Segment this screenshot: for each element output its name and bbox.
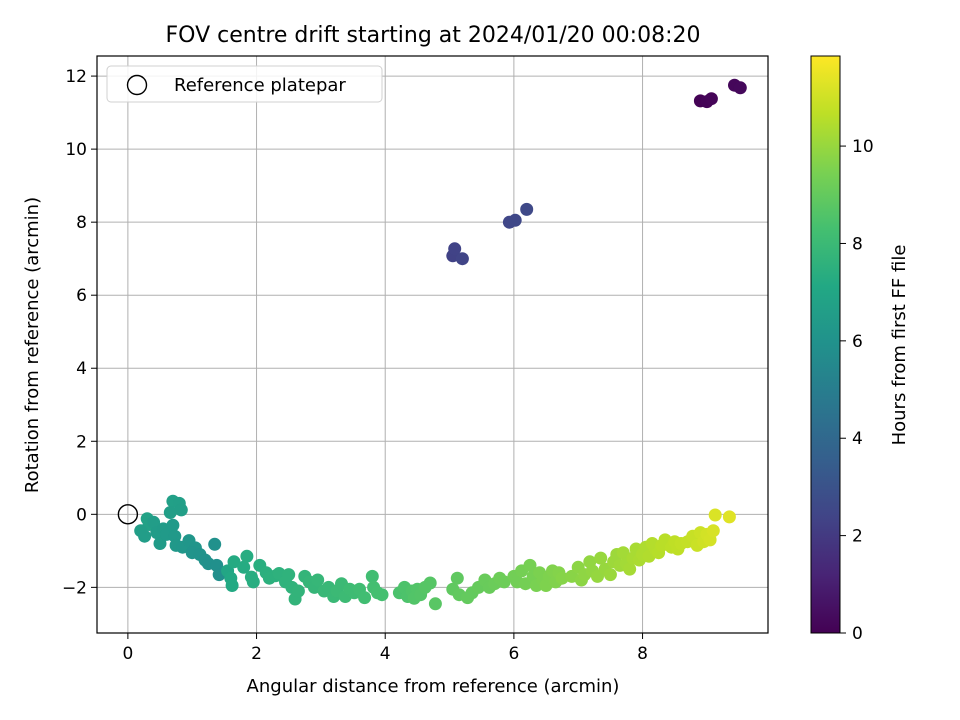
colorbar-tick-label: 8: [852, 234, 863, 254]
legend-marker: [126, 74, 148, 96]
data-point: [375, 588, 389, 602]
data-point: [706, 524, 720, 538]
x-tick-label: 0: [122, 644, 133, 664]
data-point: [240, 549, 254, 563]
data-point: [708, 508, 722, 522]
legend-label: Reference platepar: [174, 75, 346, 96]
data-point: [523, 558, 537, 572]
reference-marker-layer: [117, 504, 139, 525]
y-tick-label: 6: [76, 286, 87, 306]
x-tick-label: 6: [508, 644, 519, 664]
data-point: [153, 537, 167, 550]
colorbar-gradient: [810, 55, 841, 634]
data-point: [603, 568, 617, 582]
data-point: [358, 591, 372, 605]
plot-frame: [96, 55, 769, 634]
data-point: [365, 569, 379, 583]
data-point: [722, 510, 736, 524]
axes: 0 2 4 6 8 −2 0 2 4 6 8 10 12: [62, 55, 769, 664]
data-point: [138, 529, 152, 543]
chart-title: FOV centre drift starting at 2024/01/20 …: [166, 23, 701, 48]
colorbar-tick-label: 6: [852, 332, 863, 352]
data-point: [555, 571, 569, 585]
data-point: [174, 503, 188, 517]
y-tick-label: 12: [65, 67, 87, 87]
data-point: [147, 515, 161, 529]
x-tick-label: 8: [637, 644, 648, 664]
data-point: [246, 575, 260, 589]
data-point: [428, 597, 442, 611]
y-tick-label: 0: [76, 505, 87, 525]
y-axis-label: Rotation from reference (arcmin): [22, 197, 43, 493]
data-point: [623, 562, 637, 576]
data-point: [423, 576, 437, 590]
y-tick-label: 4: [76, 359, 87, 379]
y-tick-label: 10: [65, 140, 87, 160]
x-tick-label: 2: [251, 644, 262, 664]
data-points: [134, 78, 747, 611]
data-point: [225, 579, 239, 592]
data-point: [594, 551, 608, 565]
data-point: [208, 537, 222, 551]
legend: Reference platepar: [106, 65, 383, 103]
data-point: [166, 518, 180, 532]
data-point: [282, 568, 296, 582]
data-point: [733, 81, 747, 95]
data-point: [448, 242, 462, 256]
colorbar-tick-label: 2: [852, 527, 863, 547]
reference-platepar-marker: [117, 504, 139, 525]
data-point: [450, 571, 464, 585]
data-point: [520, 202, 534, 216]
data-point: [163, 506, 177, 519]
data-point: [497, 575, 511, 589]
colorbar: 0 2 4 6 8 10: [810, 55, 874, 644]
x-tick-label: 4: [380, 644, 391, 664]
data-point: [616, 546, 630, 560]
data-point: [704, 92, 718, 106]
data-point: [508, 213, 522, 227]
data-point: [291, 584, 305, 598]
y-tick-label: −2: [62, 578, 87, 598]
y-tick-label: 8: [76, 213, 87, 233]
colorbar-tick-label: 4: [852, 429, 863, 449]
y-tick-label: 2: [76, 432, 87, 452]
colorbar-label: Hours from first FF file: [889, 245, 910, 446]
data-point: [455, 252, 469, 266]
x-axis-label: Angular distance from reference (arcmin): [247, 676, 620, 697]
colorbar-tick-label: 0: [852, 624, 863, 644]
data-point: [237, 560, 251, 574]
data-point: [227, 555, 241, 569]
legend-box: [106, 65, 383, 103]
data-point: [311, 573, 325, 587]
colorbar-tick-label: 10: [852, 137, 874, 157]
